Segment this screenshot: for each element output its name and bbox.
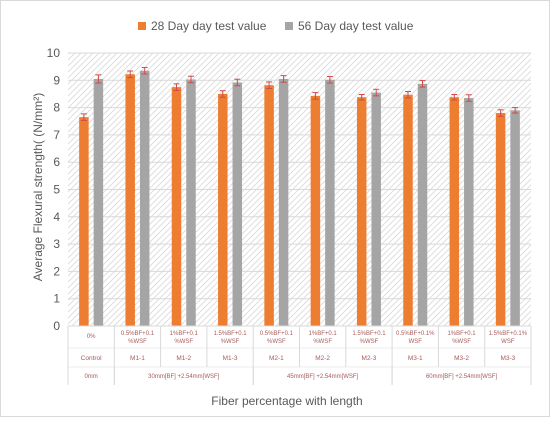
y-tick-label: 3	[53, 237, 60, 251]
bar-56day-M1-2	[186, 79, 196, 326]
y-tick-label: 5	[53, 183, 60, 197]
x-fiber-label: 1.5%BF+0.1	[213, 331, 247, 337]
x-category-label: Control	[81, 355, 103, 362]
x-fiber-label: 0%	[87, 334, 96, 340]
bar-56day-M3-3	[510, 110, 520, 326]
x-fiber-label: WSF	[409, 339, 423, 345]
bar-28day-M3-3	[495, 113, 506, 326]
bar-56day-M3-1	[417, 83, 428, 326]
legend-swatch-56day	[285, 22, 293, 30]
x-fiber-label: 1%BF+0.1	[309, 331, 338, 337]
legend: 28 Day day test value 56 Day day test val…	[138, 19, 414, 33]
y-tick-label: 2	[53, 264, 60, 278]
x-fiber-label: 0.5%BF+0.1	[121, 331, 155, 337]
bar-56day-M1-1	[139, 70, 150, 327]
y-axis-title: Average Flexural strength( (N/mm²)	[31, 93, 45, 282]
legend-swatch-28day	[138, 22, 146, 30]
y-tick-label: 9	[53, 73, 60, 87]
x-category-label: M3-3	[500, 355, 515, 362]
bar-28day-M2-3	[356, 97, 367, 326]
bar-28day-M2-2	[310, 95, 321, 327]
bar-28day-M3-1	[403, 94, 413, 326]
bar-56day-M3-2	[464, 98, 474, 326]
x-fiber-label: %WSF	[128, 339, 147, 345]
bar-28day-M1-2	[171, 87, 182, 326]
x-fiber-label: %WSF	[313, 339, 332, 345]
x-fiber-label: 1%BF+0.1	[447, 331, 476, 337]
x-category-label: M3-2	[454, 355, 469, 362]
y-tick-label: 8	[53, 101, 60, 115]
x-fiber-label: WSF	[501, 339, 515, 345]
x-fiber-label: 0.5%BF+0.1	[260, 331, 294, 337]
x-fiber-label: %WSF	[452, 339, 471, 345]
x-fiber-label: 1.5%BF+0.1%	[489, 331, 528, 337]
bar-28day-M2-1	[264, 85, 274, 327]
y-axis: 0 1 2 3 4 5 6 7 8 9 10	[47, 46, 61, 333]
x-group-label: 60mm[BF] +2.54mm[WSF]	[426, 374, 498, 380]
x-category-label: M2-3	[362, 355, 377, 362]
x-category-label: M2-1	[269, 355, 284, 362]
bar-28day-M1-1	[125, 74, 135, 326]
legend-label: 56 Day day test value	[298, 19, 414, 33]
x-fiber-label: 1.5%BF+0.1	[352, 331, 386, 337]
x-category-label: M1-2	[176, 355, 191, 362]
x-fiber-label: %WSF	[221, 339, 240, 345]
bar-56day-M2-1	[278, 78, 289, 326]
x-fiber-label: %WSF	[174, 339, 193, 345]
y-tick-label: 6	[53, 155, 60, 169]
x-fiber-label: %WSF	[360, 339, 379, 345]
bar-56day-M1-3	[232, 82, 243, 326]
bars	[79, 70, 520, 327]
x-category-label: M1-3	[223, 355, 238, 362]
x-category-label: M3-1	[408, 355, 423, 362]
x-fiber-label: 1%BF+0.1	[170, 331, 199, 337]
legend-label: 28 Day day test value	[151, 19, 267, 33]
y-tick-label: 0	[53, 319, 60, 333]
y-tick-label: 7	[53, 128, 60, 142]
y-tick-label: 4	[53, 210, 60, 224]
x-group-label: 0mm	[84, 374, 97, 380]
bar-56day-Control	[93, 78, 104, 326]
bar-28day-Control	[79, 117, 89, 326]
x-fiber-label: %WSF	[267, 339, 286, 345]
y-tick-label: 10	[47, 46, 61, 60]
bar-56day-M2-3	[371, 92, 381, 327]
x-category-label: M2-2	[315, 355, 330, 362]
error-bars	[80, 66, 519, 121]
x-group-label: 45mm[BF] +2.54mm[WSF]	[287, 374, 359, 380]
bar-28day-M1-3	[218, 93, 228, 326]
bar-28day-M3-2	[449, 97, 460, 326]
y-tick-label: 1	[53, 292, 60, 306]
bar-56day-M2-2	[325, 79, 335, 326]
x-fiber-label: 0.5%BF+0.1%	[396, 331, 435, 337]
x-axis: 0mm 30mm[BF] +2.54mm[WSF] 45mm[BF] +2.54mm…	[67, 325, 532, 385]
x-axis-title: Fiber percentage with length	[211, 394, 362, 408]
x-category-label: M1-1	[130, 355, 145, 362]
x-group-label: 30mm[BF] +2.54mm[WSF]	[148, 374, 220, 380]
